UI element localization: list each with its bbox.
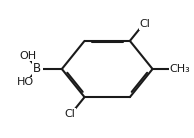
Text: B: B	[33, 63, 41, 75]
Text: CH₃: CH₃	[170, 64, 191, 74]
Text: Cl: Cl	[64, 109, 75, 119]
Text: Cl: Cl	[139, 19, 150, 29]
Text: HO: HO	[16, 77, 34, 87]
Text: OH: OH	[19, 51, 36, 61]
